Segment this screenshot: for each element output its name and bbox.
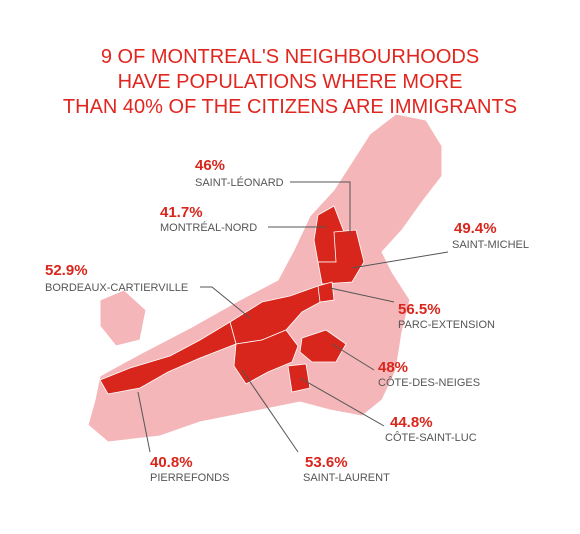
neighbourhood-name: SAINT-MICHEL bbox=[452, 239, 529, 251]
percent: 56.5% bbox=[398, 301, 441, 318]
cote-saint-luc bbox=[287, 363, 311, 393]
percent: 46% bbox=[195, 157, 225, 174]
leader bbox=[351, 251, 449, 269]
neighbourhood-name: SAINT-LÉONARD bbox=[195, 176, 284, 189]
percent: 48% bbox=[378, 359, 408, 376]
leader bbox=[241, 369, 299, 453]
parc-extension bbox=[317, 281, 335, 303]
leader bbox=[331, 343, 375, 371]
cote-des-neiges bbox=[299, 329, 347, 363]
leader bbox=[299, 377, 385, 427]
saint-laurent bbox=[233, 329, 299, 385]
leader bbox=[200, 286, 251, 319]
neighbourhood-name: PIERREFONDS bbox=[150, 472, 229, 484]
title-line: HAVE POPULATIONS WHERE MORE bbox=[118, 71, 463, 93]
leaders bbox=[137, 181, 449, 453]
neighbourhood-name: BORDEAUX-CARTIERVILLE bbox=[45, 282, 188, 294]
leader bbox=[137, 391, 151, 453]
map bbox=[87, 113, 443, 443]
saint-leonard bbox=[317, 229, 365, 285]
neighbourhood-name: CÔTE-DES-NEIGES bbox=[378, 376, 480, 389]
pierrefonds bbox=[99, 321, 237, 395]
percent: 41.7% bbox=[160, 204, 203, 221]
title-line: THAN 40% OF THE CITIZENS ARE IMMIGRANTS bbox=[63, 96, 517, 118]
neighbourhood-name: SAINT-LAURENT bbox=[303, 472, 390, 484]
neighbourhood-name: MONTRÉAL-NORD bbox=[160, 221, 257, 234]
island bbox=[87, 113, 443, 443]
percent: 44.8% bbox=[390, 414, 433, 431]
neighbourhood-name: PARC-EXTENSION bbox=[398, 319, 495, 331]
neighbourhood-name: CÔTE-SAINT-LUC bbox=[385, 431, 477, 444]
percent: 40.8% bbox=[150, 454, 193, 471]
leader bbox=[290, 181, 351, 234]
percent: 52.9% bbox=[45, 262, 88, 279]
leader bbox=[329, 287, 395, 303]
percent: 53.6% bbox=[305, 454, 348, 471]
percent: 49.4% bbox=[454, 220, 497, 237]
ile-bizard bbox=[99, 289, 147, 347]
title-line: 9 OF MONTREAL'S NEIGHBOURHOODS bbox=[101, 46, 479, 68]
labels: 46% SAINT-LÉONARD 41.7% MONTRÉAL-NORD 49… bbox=[45, 157, 529, 484]
